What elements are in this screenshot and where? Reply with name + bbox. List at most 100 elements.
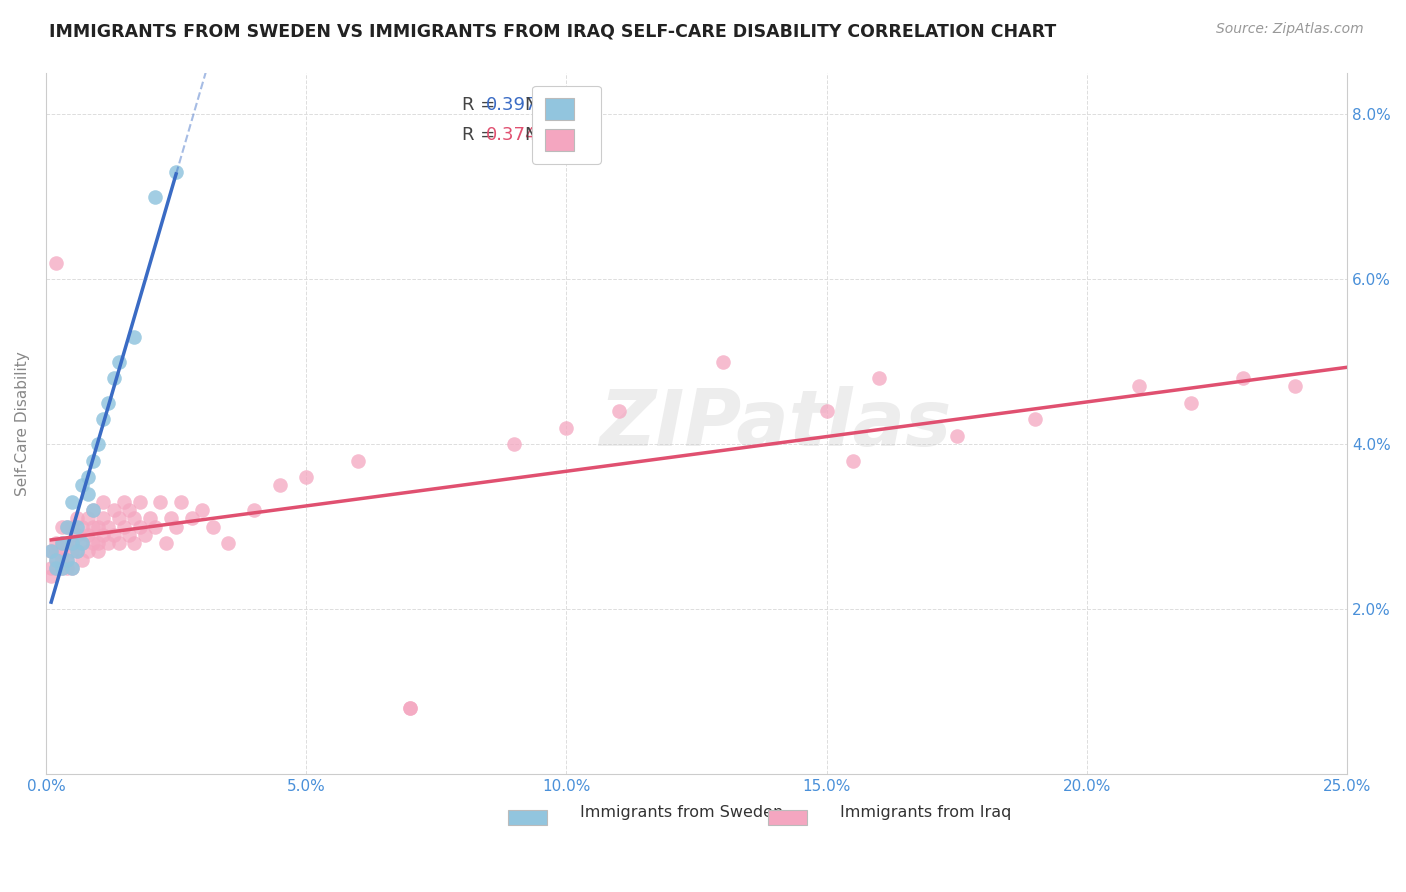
Point — [76, 511, 98, 525]
Point — [143, 519, 166, 533]
Point — [45, 561, 67, 575]
Point — [91, 495, 114, 509]
Point — [191, 503, 214, 517]
Point — [97, 536, 120, 550]
Text: 0.397: 0.397 — [486, 95, 537, 113]
Point — [295, 470, 318, 484]
Text: N =: N = — [524, 126, 565, 144]
Point — [91, 511, 114, 525]
Point — [1180, 396, 1202, 410]
Point — [39, 544, 62, 558]
Point — [269, 478, 291, 492]
Point — [399, 701, 422, 715]
Text: Immigrants from Iraq: Immigrants from Iraq — [839, 805, 1011, 821]
Point — [60, 495, 83, 509]
Point — [1024, 412, 1046, 426]
Point — [243, 503, 266, 517]
Point — [56, 552, 79, 566]
Point — [56, 536, 79, 550]
Point — [103, 371, 125, 385]
Point — [112, 495, 135, 509]
Point — [711, 354, 734, 368]
Point — [60, 536, 83, 550]
Point — [66, 544, 89, 558]
Point — [607, 404, 630, 418]
Point — [108, 354, 131, 368]
Point — [108, 511, 131, 525]
Point — [72, 519, 94, 533]
Point — [72, 536, 94, 550]
Y-axis label: Self-Care Disability: Self-Care Disability — [15, 351, 30, 496]
Point — [56, 519, 79, 533]
Point — [82, 453, 104, 467]
Point — [91, 528, 114, 542]
Point — [124, 330, 146, 344]
Point — [51, 519, 73, 533]
Point — [82, 519, 104, 533]
Point — [108, 536, 131, 550]
Point — [128, 495, 150, 509]
Point — [155, 536, 177, 550]
Point — [51, 561, 73, 575]
Point — [82, 503, 104, 517]
Point — [56, 561, 79, 575]
Text: R =: R = — [463, 126, 502, 144]
Point — [139, 511, 162, 525]
FancyBboxPatch shape — [508, 811, 547, 824]
Point — [868, 371, 890, 385]
Point — [87, 544, 110, 558]
Point — [87, 536, 110, 550]
Point — [45, 544, 67, 558]
Point — [149, 495, 172, 509]
Point — [201, 519, 224, 533]
Point — [143, 190, 166, 204]
Point — [72, 536, 94, 550]
Point — [87, 437, 110, 451]
Point — [103, 503, 125, 517]
Point — [128, 519, 150, 533]
Point — [56, 519, 79, 533]
Point — [51, 536, 73, 550]
Point — [66, 519, 89, 533]
Text: N =: N = — [524, 95, 565, 113]
Point — [165, 519, 187, 533]
Point — [60, 561, 83, 575]
Point — [815, 404, 838, 418]
Point — [66, 544, 89, 558]
Text: 26: 26 — [547, 95, 572, 113]
Point — [842, 453, 865, 467]
Point — [51, 536, 73, 550]
Point — [76, 528, 98, 542]
Point — [1128, 379, 1150, 393]
Text: 82: 82 — [547, 126, 572, 144]
FancyBboxPatch shape — [768, 811, 807, 824]
Point — [124, 536, 146, 550]
Point — [82, 503, 104, 517]
Point — [946, 429, 969, 443]
Point — [555, 420, 578, 434]
Point — [1284, 379, 1306, 393]
Point — [399, 701, 422, 715]
Point — [112, 519, 135, 533]
Point — [72, 552, 94, 566]
Point — [97, 396, 120, 410]
Point — [56, 552, 79, 566]
Legend: , : , — [533, 86, 600, 164]
Text: Source: ZipAtlas.com: Source: ZipAtlas.com — [1216, 22, 1364, 37]
Point — [39, 544, 62, 558]
Point — [134, 528, 156, 542]
Point — [170, 495, 193, 509]
Point — [76, 470, 98, 484]
Point — [165, 165, 187, 179]
Point — [51, 544, 73, 558]
Text: Immigrants from Sweden: Immigrants from Sweden — [579, 805, 783, 821]
Point — [60, 536, 83, 550]
Point — [39, 561, 62, 575]
Point — [118, 503, 141, 517]
Point — [60, 544, 83, 558]
Point — [76, 486, 98, 500]
Point — [45, 561, 67, 575]
Text: R =: R = — [463, 95, 502, 113]
Point — [97, 519, 120, 533]
Point — [124, 511, 146, 525]
